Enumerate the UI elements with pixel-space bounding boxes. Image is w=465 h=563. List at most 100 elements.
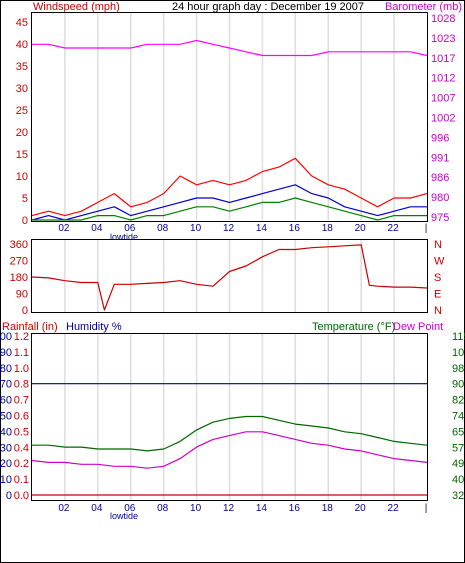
mid-right-tick-label: N — [434, 239, 442, 251]
bottom-temp-tick-label: 115 — [452, 331, 465, 343]
bottom-humidity-tick-label: 20 — [0, 458, 12, 470]
mid-left-tick-label: 360 — [10, 239, 28, 251]
barometer-axis-label: Barometer (mb) — [385, 1, 462, 13]
mid-right-tick-label: W — [434, 256, 445, 268]
top-x-tick-label: | — [425, 223, 428, 234]
top-left-tick-label: 5 — [22, 193, 28, 205]
lowtide-label-top: lowtide — [110, 232, 138, 242]
temperature-axis-label: Temperature (°F) — [312, 321, 395, 333]
bottom-x-tick-label: 10 — [190, 503, 202, 514]
top-series-gust — [31, 157, 428, 217]
bottom-rainfall-tick-label: 0.6 — [14, 411, 29, 423]
bottom-x-tick-label: 14 — [256, 503, 268, 514]
top-right-tick-label: 980 — [431, 192, 449, 204]
top-x-tick-label: 20 — [355, 223, 367, 234]
top-x-tick-label: 04 — [91, 223, 103, 234]
bottom-temp-tick-label: 98 — [452, 363, 464, 375]
bottom-x-tick-label: | — [425, 503, 428, 514]
bottom-temp-tick-label: 82 — [452, 395, 464, 407]
top-x-tick-label: 12 — [223, 223, 235, 234]
top-series-barometer — [32, 39, 428, 57]
bottom-rainfall-tick-label: 1.1 — [14, 347, 29, 359]
mid-left-tick-label: 180 — [10, 272, 28, 284]
bottom-temp-tick-label: 40 — [452, 474, 464, 486]
bottom-temp-tick-label: 32 — [452, 490, 464, 502]
top-right-tick-label: 991 — [431, 152, 449, 164]
top-left-tick-label: 10 — [16, 171, 28, 183]
rainfall-axis-label: Rainfall (in) — [2, 321, 58, 333]
bottom-x-tick-label: 04 — [91, 503, 103, 514]
bottom-x-tick-label: 02 — [58, 503, 70, 514]
bottom-series-dewpoint — [31, 431, 428, 469]
top-x-tick-label: 02 — [58, 223, 70, 234]
top-left-tick-label: 30 — [16, 83, 28, 95]
bottom-temp-tick-label: 74 — [452, 411, 464, 423]
bottom-temp-tick-label: 107 — [452, 347, 465, 359]
bottom-rainfall-tick-label: 1.2 — [14, 331, 29, 343]
mid-right-tick-label: E — [434, 289, 441, 301]
mid-right-tick-label: N — [434, 305, 442, 317]
mid-left-tick-label: 90 — [16, 289, 28, 301]
bottom-temp-tick-label: 65 — [452, 426, 464, 438]
top-right-tick-label: 1007 — [431, 93, 455, 105]
top-left-tick-label: 40 — [16, 39, 28, 51]
bottom-x-tick-label: 08 — [157, 503, 169, 514]
lowtide-label-bottom: lowtide — [110, 511, 138, 521]
dewpoint-axis-label: Dew Point — [393, 321, 443, 333]
bottom-humidity-tick-label: 40 — [0, 426, 12, 438]
top-x-tick-label: 22 — [388, 223, 400, 234]
top-right-tick-label: 1002 — [431, 113, 455, 125]
bottom-humidity-tick-label: 10 — [0, 474, 12, 486]
top-x-tick-label: 10 — [190, 223, 202, 234]
top-x-tick-label: 16 — [289, 223, 301, 234]
humidity-axis-label: Humidity % — [66, 321, 122, 333]
bottom-temp-tick-label: 90 — [452, 379, 464, 391]
mid-left-tick-label: 0 — [22, 305, 28, 317]
mid-right-tick-label: S — [434, 272, 441, 284]
top-left-tick-label: 15 — [16, 149, 28, 161]
top-x-tick-label: 06 — [124, 223, 136, 234]
mid-series-direction — [31, 244, 428, 311]
top-right-tick-label: 1028 — [431, 13, 455, 25]
bottom-x-tick-label: 22 — [388, 503, 400, 514]
bottom-temp-tick-label: 57 — [452, 442, 464, 454]
windspeed-axis-label: Windspeed (mph) — [33, 1, 120, 13]
bottom-rainfall-tick-label: 0.8 — [14, 379, 29, 391]
top-left-tick-label: 45 — [16, 17, 28, 29]
bottom-humidity-tick-label: 0 — [6, 490, 12, 502]
bottom-x-tick-label: 16 — [289, 503, 301, 514]
bottom-rainfall-tick-label: 1.0 — [14, 363, 29, 375]
chart-title: 24 hour graph day : December 19 2007 — [172, 1, 364, 13]
bottom-rainfall-tick-label: 0.7 — [14, 395, 29, 407]
bottom-x-tick-label: 06 — [124, 503, 136, 514]
bottom-rainfall-tick-label: 0.5 — [14, 426, 29, 438]
top-right-tick-label: 1023 — [431, 33, 455, 45]
bottom-humidity-tick-label: 100 — [0, 331, 12, 343]
bottom-rainfall-tick-label: 0.2 — [14, 458, 29, 470]
top-left-tick-label: 35 — [16, 61, 28, 73]
top-right-tick-label: 975 — [431, 212, 449, 224]
top-right-tick-label: 996 — [431, 132, 449, 144]
bottom-humidity-tick-label: 80 — [0, 363, 12, 375]
bottom-humidity-tick-label: 30 — [0, 442, 12, 454]
top-x-tick-label: 14 — [256, 223, 268, 234]
top-x-tick-label: 08 — [157, 223, 169, 234]
top-right-tick-label: 1017 — [431, 53, 455, 65]
top-x-tick-label: 18 — [322, 223, 334, 234]
bottom-x-tick-label: 12 — [223, 503, 235, 514]
top-right-tick-label: 986 — [431, 172, 449, 184]
bottom-rainfall-tick-label: 0.4 — [14, 442, 29, 454]
top-series-wind_avg — [32, 197, 427, 221]
bottom-x-tick-label: 20 — [355, 503, 367, 514]
bottom-temp-tick-label: 49 — [452, 458, 464, 470]
bottom-rainfall-tick-label: 0.0 — [14, 490, 29, 502]
bottom-humidity-tick-label: 70 — [0, 379, 12, 391]
top-left-tick-label: 20 — [16, 127, 28, 139]
bottom-humidity-tick-label: 90 — [0, 347, 12, 359]
bottom-humidity-tick-label: 50 — [0, 411, 12, 423]
top-right-tick-label: 1012 — [431, 73, 455, 85]
bottom-humidity-tick-label: 60 — [0, 395, 12, 407]
top-left-tick-label: 0 — [22, 215, 28, 227]
